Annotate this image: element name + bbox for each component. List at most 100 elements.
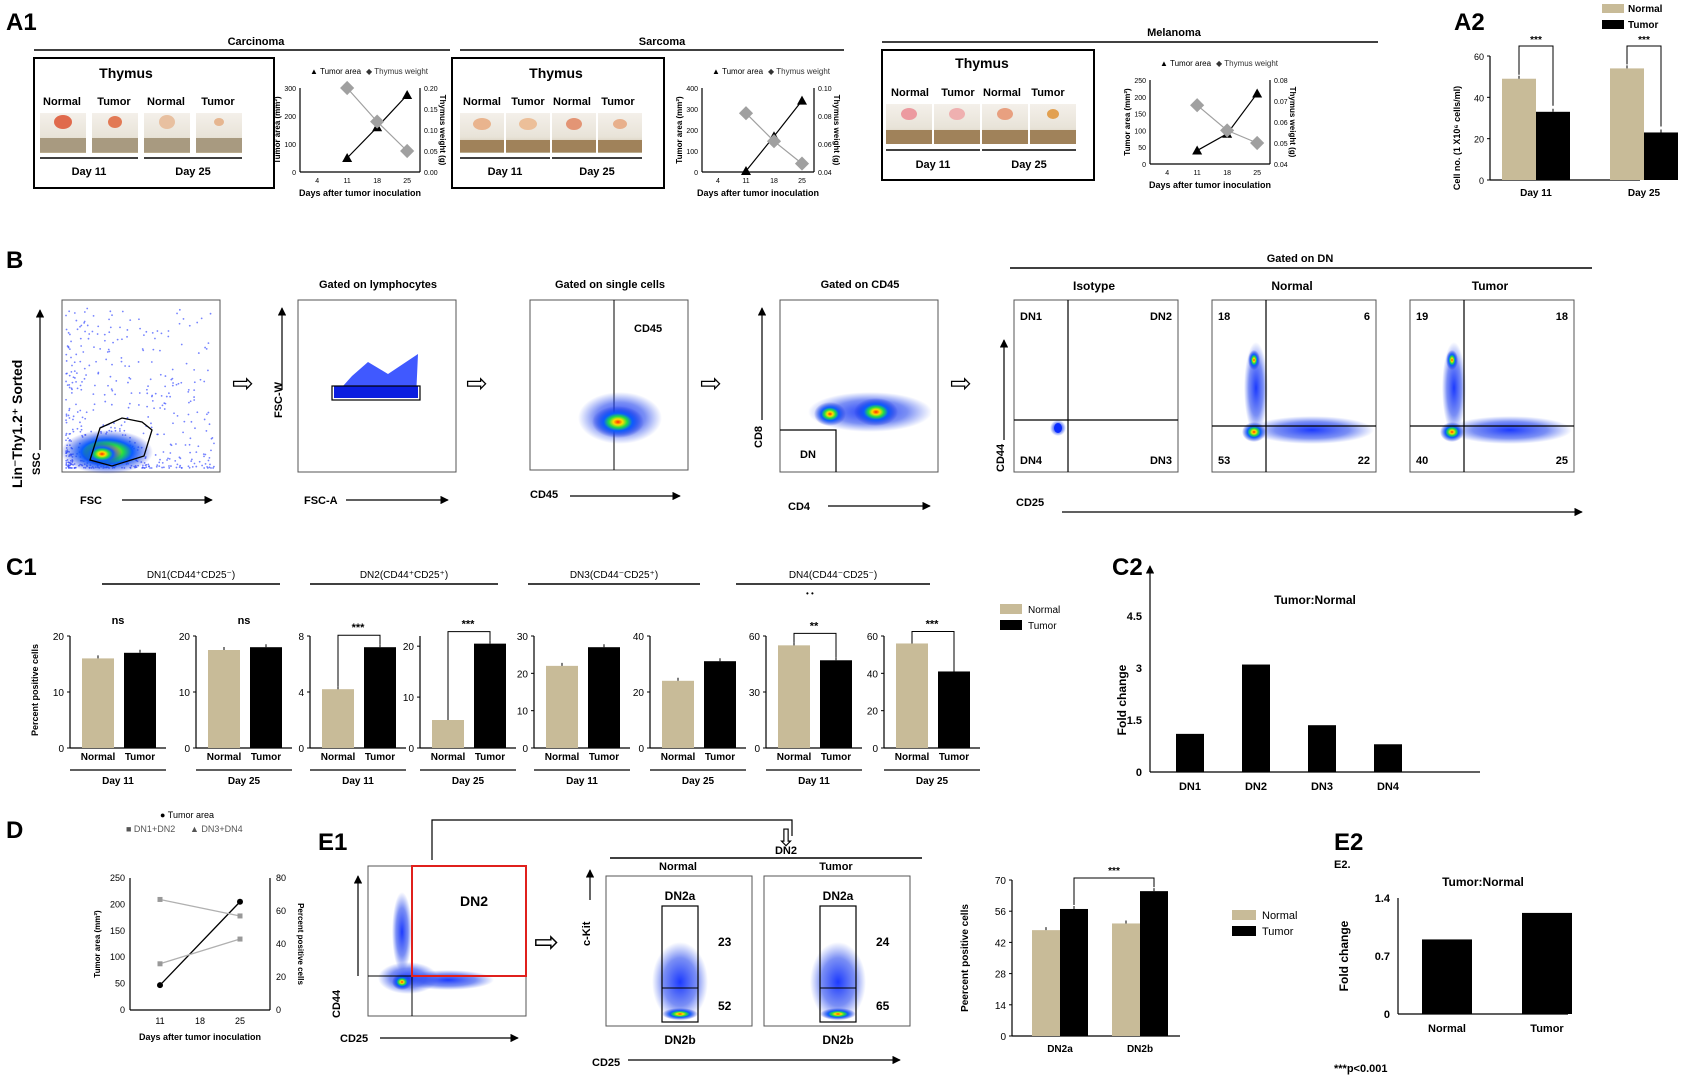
day-label: Day 25 [228,776,261,787]
flow-event [209,312,212,315]
flow-event [76,387,79,390]
x-tick-label: Tumor [821,752,851,763]
bar [322,689,354,748]
y-tick-label: 14 [995,1001,1007,1012]
quadrant-value: 22 [1358,455,1370,467]
photo-label: Tumor [1031,87,1065,99]
bar [1502,78,1536,180]
flow-event [121,310,124,313]
bar [896,643,928,748]
flow-event [175,443,177,445]
flow-event [75,353,78,356]
flow-event [187,388,190,391]
flow-event [70,392,73,394]
flow-event [137,404,140,406]
flow-event [80,425,83,428]
flow-event [178,322,181,325]
y-axis-label: Tumor area (mm²) [675,96,684,164]
flow-event [79,409,82,412]
flow-event [72,415,75,418]
significance-bracket [911,630,955,669]
b-dn-quadrant-plots: Isotype DN1 DN2 DN4 DN3 Normal 18 6 53 22 Tumor 19 1… [1013,279,1575,473]
flow-event [114,393,117,396]
flow-event [93,346,95,349]
quadrant-plot: Tumor 19 18 40 25 [1409,279,1575,473]
y2-tick-label: 0.05 [1274,141,1288,148]
flow-event [203,467,206,469]
flow-event [202,453,205,455]
flow-event [169,395,172,398]
flow-event [142,432,145,435]
thymus-weight-point [766,134,782,149]
flow-event [95,360,97,363]
thymus-weight-point [1220,123,1235,138]
legend-tumor-label: Tumor [1628,20,1658,31]
y-axis-label: Tumor area (mm²) [93,910,102,978]
flow-event [65,328,68,331]
bar [1176,733,1204,772]
flow-event [65,398,67,401]
flow-event [207,369,209,372]
flow-event [106,351,109,353]
y-tick-label: 40 [1474,93,1484,103]
x-tick-label: Tumor [365,752,395,763]
flow-event [180,381,183,384]
flow-event [193,396,195,398]
bar [1140,891,1168,1036]
x-tick-label: DN2b [1127,1044,1153,1055]
footnote: ***p<0.001 [1334,1063,1388,1075]
legend-tumor-area: ▲ Tumor area [712,67,764,76]
bar [1522,912,1572,1014]
x-tick-label: 11 [1194,170,1201,177]
flow-event [163,408,166,410]
flow-event [190,420,193,423]
flow-event [68,409,71,412]
y-tick-label: 30 [517,632,529,643]
thymus-weight-point [738,106,754,121]
y-tick-label: 10 [517,707,529,718]
significance-label: *** [1638,35,1650,46]
flow-event [73,312,76,314]
flow-event [75,381,77,383]
flow-event [145,388,148,391]
e1-sub-plots: Normal DN2a DN2b 23 52 Tumor DN2a DN2b 24 65 [605,861,911,1047]
flow-event [103,393,106,396]
y-tick-label: 28 [995,970,1007,981]
y-tick-label: 20 [1474,135,1484,145]
y-tick-label: 0 [1142,162,1146,169]
x-tick-label: DN4 [1377,781,1400,793]
flow-event [75,319,78,322]
flow-event [87,337,90,340]
bar [474,643,506,748]
y2-tick-label: 0.00 [424,170,438,177]
day-label: Day 25 [682,776,715,787]
a1-dual-axis-chart: 0 100 200 300 0.00 0.05 0.10 0.15 0.20 4 11 18 25 Day… [273,67,447,198]
y2-tick-label: 0.07 [1274,99,1288,106]
y2-tick-label: 0 [276,1005,281,1015]
flow-event [207,459,210,462]
flow-event [159,407,162,409]
flow-event [147,385,149,388]
legend-dn3-dn4: ▲ DN3+DN4 [190,824,243,834]
flow-event [175,383,178,386]
legend-normal-swatch [1602,4,1624,13]
y-tick-label: 0 [1136,767,1142,779]
flow-event [94,384,96,387]
y-tick-label: 1.4 [1375,893,1391,905]
flow-event [187,465,190,468]
y-tick-label: 0 [292,170,296,177]
dn-header: Gated on DN [1267,253,1334,265]
y-tick-label: 20 [403,642,415,653]
flow-event [120,424,123,427]
y-tick-label: 20 [179,632,191,643]
d-dual-axis-chart: 0 50 100 150 200 250 0 20 40 60 80 11 18 25 Days after… [93,810,305,1042]
day-label: Day 11 [488,166,523,178]
flow-event [80,388,83,391]
significance-bracket [447,631,491,717]
flow-event [189,400,192,403]
flow-event [113,422,115,425]
y-tick-label: 50 [115,979,125,989]
flow-event [111,389,114,392]
axis-label: CD25 [340,1033,368,1045]
flow-event [152,348,155,351]
